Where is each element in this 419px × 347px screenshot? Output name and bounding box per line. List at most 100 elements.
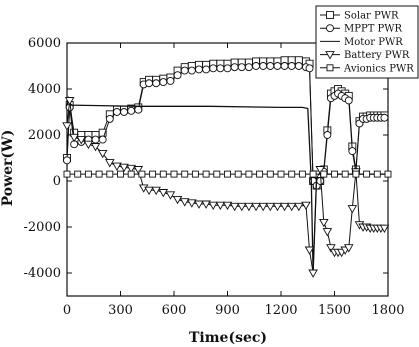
data-point [223,64,232,73]
x-tick-label: 1200 [264,303,297,318]
data-point [149,170,157,178]
data-point [159,170,167,178]
data-point [352,170,360,178]
data-point [325,51,335,60]
y-axis-title: Power(W) [0,130,16,207]
data-point [112,108,121,116]
data-point [170,170,178,178]
data-point [144,186,154,196]
data-point [273,62,282,70]
legend-entry: Motor PWR [320,37,403,48]
data-point [266,62,275,70]
data-point [91,135,100,144]
data-point [224,170,231,178]
data-point [117,170,124,178]
data-point [259,62,268,70]
series-avionics-pwr [63,170,392,178]
legend-label: MPPT PWR [344,24,403,35]
data-point [322,228,333,237]
data-point [230,63,239,72]
data-point [258,202,268,212]
data-point [208,201,219,211]
data-point [120,108,129,116]
data-point [251,202,261,212]
data-point [202,65,211,74]
data-point [98,135,107,144]
data-point [165,191,176,200]
series-motor-pwr [66,95,388,274]
y-tick-label: -4000 [24,266,61,281]
data-point [127,106,136,115]
data-point [323,131,332,139]
series-battery-pwr [62,97,390,278]
data-point [127,170,135,178]
data-point [272,202,283,212]
x-tick-label: 1500 [318,303,351,318]
data-point [234,170,242,178]
data-point [305,64,314,73]
y-tick-label: -2000 [24,220,61,235]
data-point [316,177,325,185]
data-point [106,170,114,178]
series-line [66,100,385,274]
legend-entry: Battery PWR [320,50,410,61]
data-point [319,218,329,228]
data-point [172,195,183,205]
data-point [279,202,290,212]
data-point [187,199,197,208]
data-point [145,79,153,88]
data-point [194,200,204,209]
data-point [308,269,318,278]
axis-ticks: 0 300 600 900 1200 1500 1800 -4000 -2000 0 2000 400… [24,36,405,318]
data-point [288,170,296,178]
plot-area-frame [66,42,389,297]
data-point [326,244,336,253]
data-point [105,114,114,123]
data-point [348,147,357,156]
data-point [373,170,381,178]
data-point [287,62,296,70]
data-point [76,136,87,145]
data-point [326,11,334,19]
data-point [229,202,240,212]
data-point [341,170,349,178]
data-point [159,78,168,87]
data-point [63,156,71,165]
data-point [331,170,338,178]
legend-label: Avionics PWR [343,63,414,74]
x-tick-label: 600 [162,303,187,318]
data-point [151,186,161,196]
series-layer [62,56,392,278]
data-point [326,64,334,72]
data-point [301,201,311,211]
legend-entry: MPPT PWR [320,24,403,35]
data-point [74,170,82,178]
data-point [64,97,75,106]
data-point [181,170,189,178]
data-point [105,159,115,168]
y-tick-label: 0 [53,174,61,189]
legend-label: Motor PWR [344,37,403,48]
data-point [126,164,136,174]
data-point [69,133,79,143]
data-point [379,224,390,234]
data-point [265,202,276,212]
data-point [315,166,326,175]
series-line [66,65,385,187]
data-point [90,143,101,152]
data-point [266,170,274,178]
data-point [244,63,253,72]
data-point [166,76,175,85]
data-point [326,24,334,33]
data-point [320,170,328,178]
data-point [180,66,189,75]
data-point [95,170,103,178]
data-point [119,163,129,173]
data-point [298,170,306,178]
series-mppt-pwr [63,62,389,190]
data-point [191,170,199,178]
data-point [138,170,146,178]
data-point [280,62,289,70]
data-point [179,198,190,207]
